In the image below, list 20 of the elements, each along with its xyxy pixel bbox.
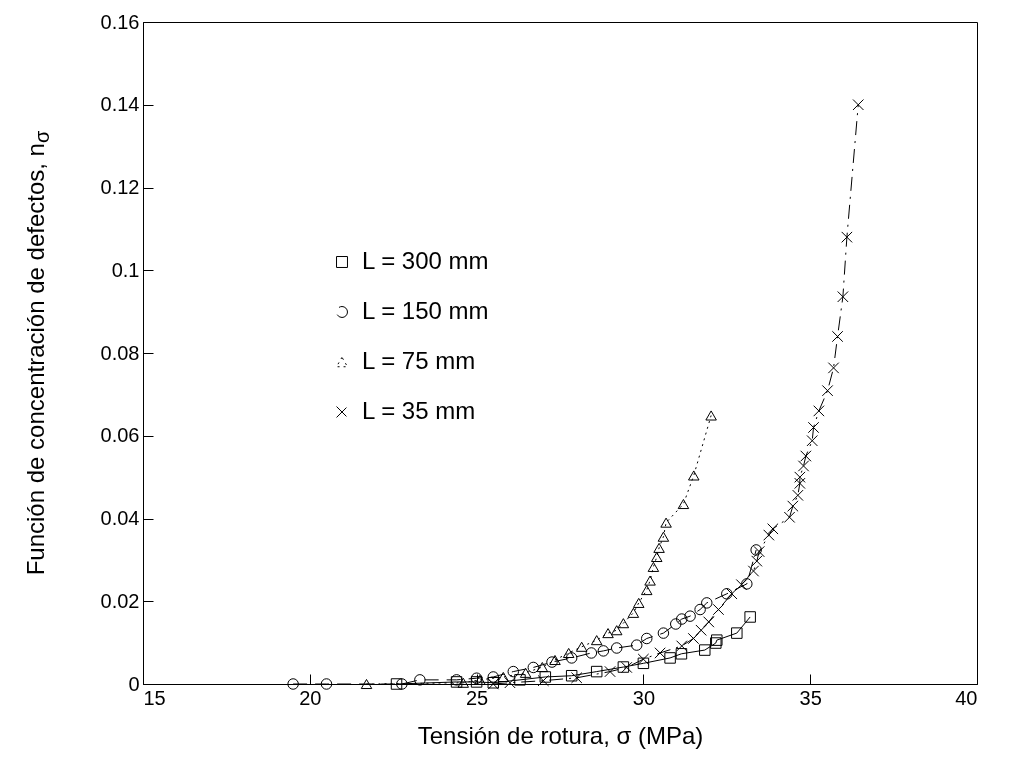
y-tick-label: 0.16: [100, 10, 140, 33]
y-tick-label: 0.04: [100, 507, 140, 529]
legend-label: L = 75 mm: [362, 347, 476, 374]
y-tick-label: 0.12: [100, 176, 140, 198]
x-tick-label: 25: [465, 686, 489, 709]
y-tick-label: 0.06: [100, 424, 140, 447]
y-tick-label: 0: [128, 672, 140, 695]
legend-label: L = 300 mm: [362, 247, 489, 274]
x-tick-label: 40: [955, 686, 978, 709]
y-tick-label: 0.1: [111, 258, 140, 281]
x-tick-label: 30: [632, 686, 656, 709]
x-tick-label: 20: [299, 686, 322, 709]
legend-label: L = 150 mm: [362, 297, 489, 324]
x-tick-label: 15: [143, 686, 166, 709]
x-tick-label: 35: [799, 686, 822, 709]
legend-label: L = 35 mm: [362, 397, 476, 424]
y-tick-label: 0.14: [100, 93, 140, 116]
y-tick-label: 0.08: [100, 341, 140, 364]
x-axis-title: Tensión de rotura, σ (MPa): [417, 721, 704, 749]
y-tick-label: 0.02: [100, 589, 140, 612]
